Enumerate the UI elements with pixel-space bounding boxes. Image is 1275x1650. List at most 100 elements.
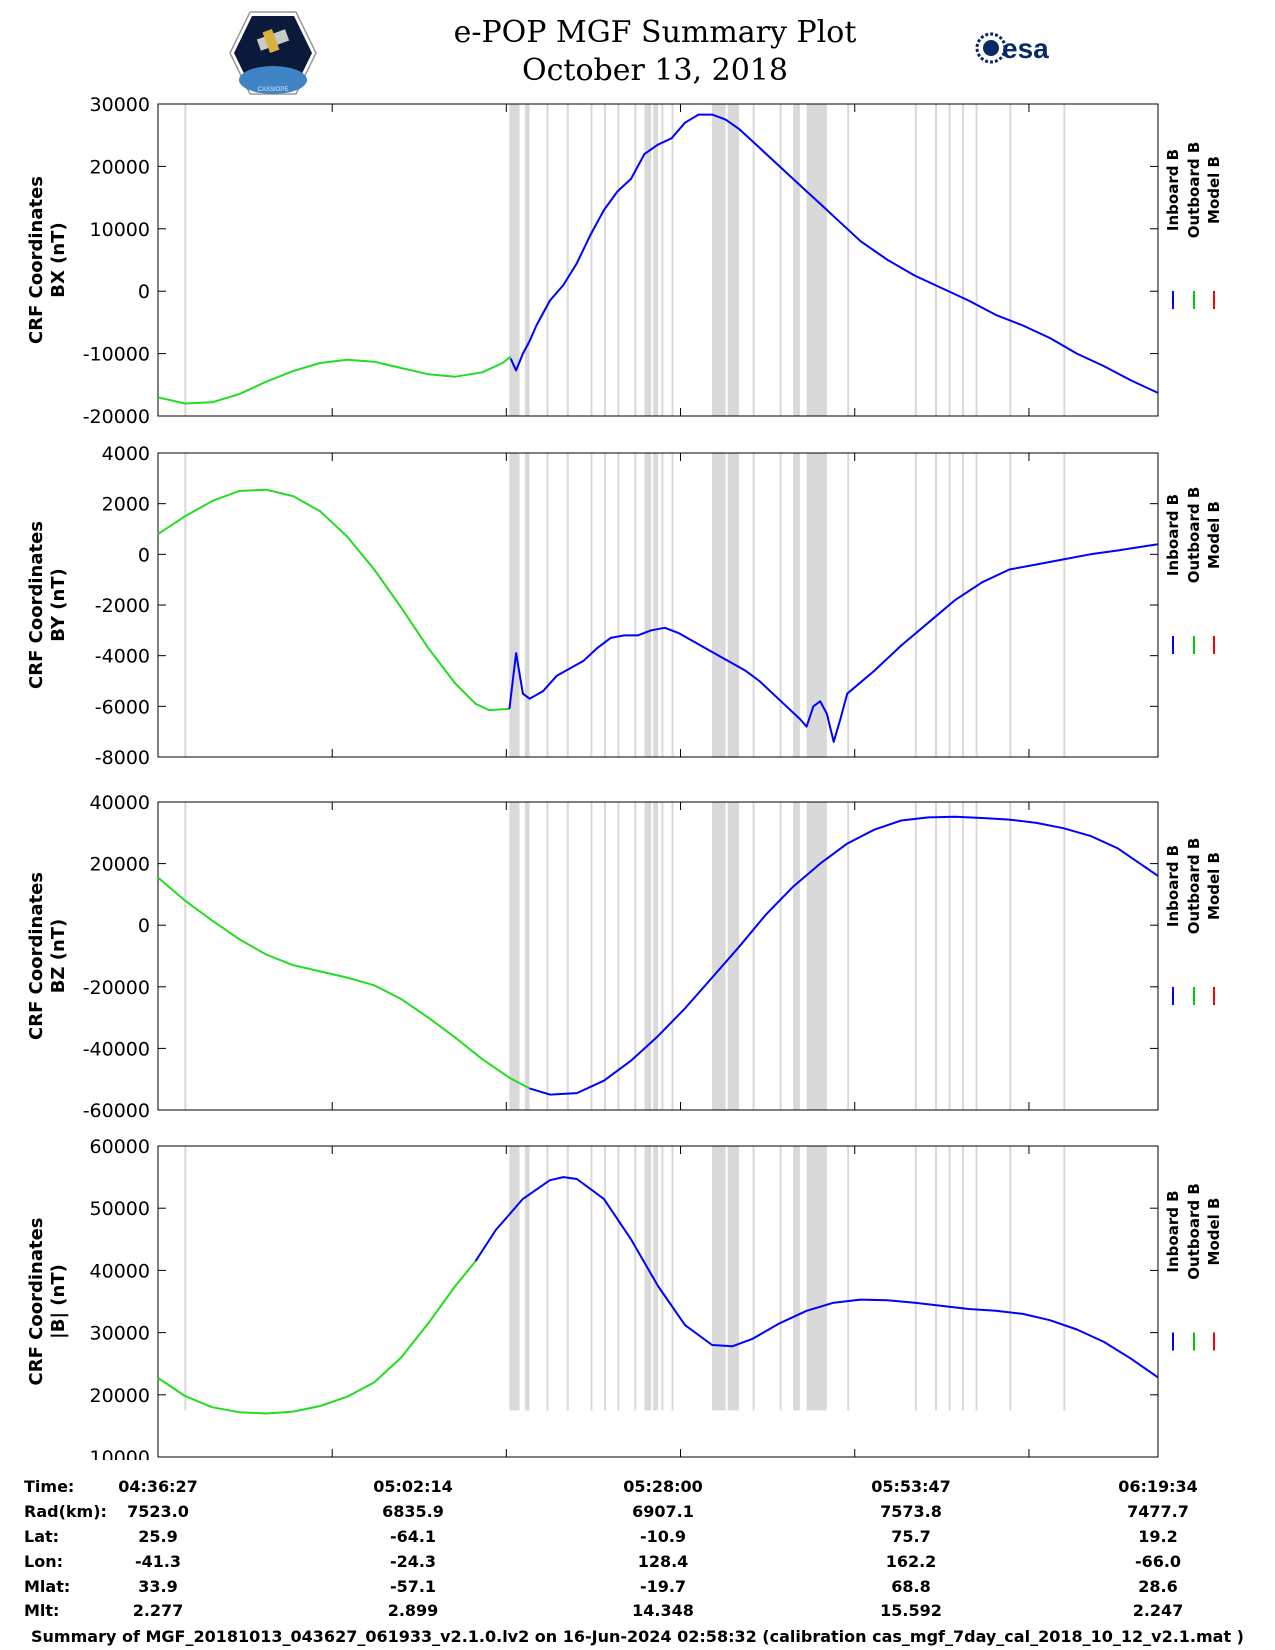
- data-gap-band: [962, 104, 965, 416]
- inboard-b-line: [509, 113, 1159, 394]
- inboard-b-line: [529, 815, 1159, 1096]
- table-cell: 128.4: [637, 1552, 689, 1571]
- table-cell: 05:28:00: [623, 1477, 703, 1496]
- table-row-label: Lat:: [24, 1527, 60, 1546]
- y-tick-label: 50000: [90, 1198, 150, 1220]
- y-tick-label: 10000: [90, 219, 150, 241]
- data-gap-band: [634, 1146, 637, 1411]
- plot-frame: [157, 801, 1159, 1111]
- data-gap-band: [779, 1146, 782, 1411]
- data-gap-band: [975, 453, 978, 757]
- y-tick-label: 40000: [90, 792, 150, 814]
- data-gap-band: [634, 802, 637, 1110]
- table-cell: 7523.0: [127, 1502, 189, 1521]
- data-gap-band: [590, 1146, 593, 1411]
- data-gap-band: [962, 1146, 965, 1411]
- data-gap-band: [948, 104, 951, 416]
- data-gap-band: [661, 104, 664, 416]
- data-gap-band: [752, 104, 755, 416]
- data-gap-band: [644, 104, 652, 416]
- legend-label: Inboard B: [1164, 149, 1182, 231]
- legend-label: Outboard B: [1185, 142, 1203, 239]
- data-gap-band: [712, 802, 726, 1110]
- table-cell: 06:19:34: [1118, 1477, 1198, 1496]
- y-tick-label: -10000: [83, 344, 150, 366]
- legend-label: Outboard B: [1185, 838, 1203, 935]
- y-axis-label: |B| (nT): [48, 1264, 69, 1339]
- table-cell: 7573.8: [880, 1502, 942, 1521]
- outboard-b-line: [157, 1260, 477, 1415]
- table-cell: 15.592: [880, 1601, 942, 1620]
- data-gap-band: [671, 104, 674, 416]
- model-b-line: [157, 356, 512, 405]
- data-gap-band: [184, 1146, 187, 1411]
- data-gap-band: [962, 453, 965, 757]
- table-row-label: Time:: [24, 1477, 75, 1496]
- data-gap-band: [847, 104, 850, 416]
- data-gap-band: [184, 802, 187, 1110]
- y-tick-label: 4000: [102, 443, 150, 465]
- data-gap-band: [661, 1146, 664, 1411]
- table-cell: -24.3: [389, 1552, 437, 1571]
- outboard-b-line: [157, 488, 510, 712]
- data-gap-band: [184, 453, 187, 757]
- data-gap-band: [847, 453, 850, 757]
- data-gap-band: [935, 1146, 938, 1411]
- legend-label: Model B: [1205, 156, 1223, 224]
- y-tick-label: -8000: [95, 747, 150, 769]
- y-tick-label: 0: [138, 281, 150, 303]
- table-cell: 33.9: [138, 1577, 178, 1596]
- y-axis-label: BZ (nT): [48, 919, 69, 994]
- table-cell: 14.348: [632, 1601, 694, 1620]
- data-gap-band: [671, 453, 674, 757]
- legend-label: Model B: [1205, 501, 1223, 569]
- data-gap-band: [644, 802, 652, 1110]
- data-gap-band: [1009, 453, 1012, 757]
- data-gap-band: [793, 1146, 800, 1411]
- data-gap-band: [914, 453, 917, 757]
- data-gap-band: [546, 802, 549, 1110]
- table-cell: 75.7: [891, 1527, 931, 1546]
- panel-4: 60000 50000 40000 30000 20000 10000 CRF Coordi…: [26, 1136, 1223, 1460]
- data-gap-band: [712, 1146, 726, 1411]
- table-cell: 19.2: [1138, 1527, 1178, 1546]
- data-gap-band: [603, 1146, 606, 1411]
- svg-text:CASSIOPE: CASSIOPE: [258, 87, 289, 93]
- data-gap-band: [509, 453, 520, 757]
- panel-2: 4000 2000 0 -2000 -4000 -6000 -8000 CRF Coordin…: [26, 443, 1223, 769]
- plot-frame: [157, 1145, 1159, 1458]
- y-tick-label: 2000: [102, 494, 150, 516]
- cassiope-mission-logo: CASSIOPE: [229, 11, 317, 95]
- data-gap-band: [793, 802, 800, 1110]
- y-tick-label: 20000: [90, 854, 150, 876]
- data-gap-band: [975, 802, 978, 1110]
- y-tick-label: 30000: [90, 94, 150, 116]
- data-gap-band: [634, 104, 637, 416]
- data-gap-band: [793, 453, 800, 757]
- data-gap-band: [793, 104, 800, 416]
- data-gap-band: [661, 453, 664, 757]
- data-gap-band: [727, 104, 740, 416]
- plot-title: e-POP MGF Summary Plot: [453, 15, 857, 50]
- data-gap-band: [671, 1146, 674, 1411]
- table-cell: -57.1: [389, 1577, 437, 1596]
- data-gap-band: [546, 453, 549, 757]
- table-cell: -64.1: [389, 1527, 437, 1546]
- data-gap-band: [727, 802, 740, 1110]
- data-gap-band: [617, 1146, 620, 1411]
- data-gap-band: [1063, 802, 1066, 1110]
- table-cell: -66.0: [1134, 1552, 1182, 1571]
- table-cell: -41.3: [134, 1552, 182, 1571]
- data-gap-band: [603, 453, 606, 757]
- data-gap-band: [1063, 453, 1066, 757]
- data-gap-band: [566, 104, 569, 416]
- data-gap-band: [752, 1146, 755, 1411]
- y-tick-label: 60000: [90, 1136, 150, 1158]
- data-gap-band: [712, 453, 726, 757]
- table-cell: 04:36:27: [118, 1477, 198, 1496]
- y-axis-label: BX (nT): [48, 222, 69, 297]
- data-gap-band: [847, 1146, 850, 1411]
- table-cell: -10.9: [639, 1527, 687, 1546]
- data-gap-band: [590, 453, 593, 757]
- panel-1: 30000 20000 10000 0 -10000 -20000 CRF Coordina…: [26, 94, 1223, 428]
